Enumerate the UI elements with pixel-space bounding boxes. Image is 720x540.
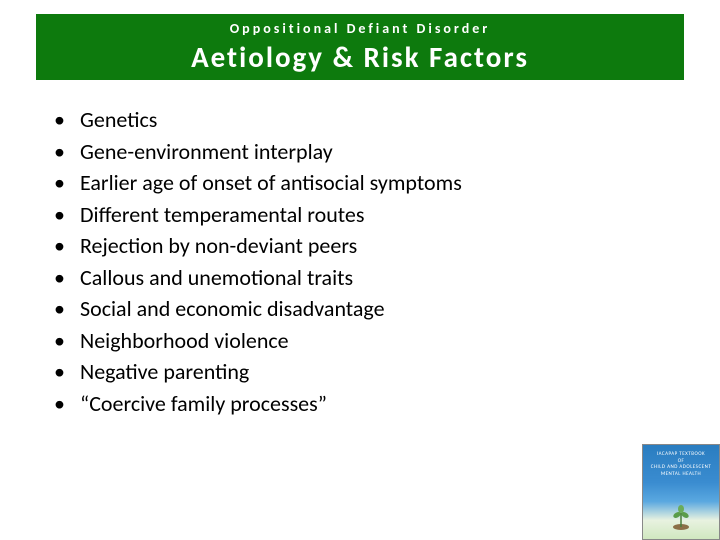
header-banner: Oppositional Defiant Disorder Aetiology … [36,14,684,80]
list-item: • Rejection by non-deviant peers [48,232,672,260]
list-item: • “Coercive family processes” [48,390,672,418]
bullet-text: “Coercive family processes” [80,390,672,418]
bullet-text: Callous and unemotional traits [80,264,672,292]
bullet-text: Neighborhood violence [80,327,672,355]
list-item: • Negative parenting [48,358,672,386]
bullet-icon: • [48,201,80,229]
bullet-icon: • [48,169,80,197]
list-item: • Social and economic disadvantage [48,295,672,323]
header-title: Aetiology & Risk Factors [191,39,529,75]
content-area: • Genetics • Gene-environment interplay … [48,106,672,421]
list-item: • Genetics [48,106,672,134]
corner-text-line: MENTAL HEALTH [661,471,701,478]
bullet-list: • Genetics • Gene-environment interplay … [48,106,672,417]
bullet-icon: • [48,106,80,134]
list-item: • Earlier age of onset of antisocial sym… [48,169,672,197]
bullet-text: Gene-environment interplay [80,138,672,166]
header-subtitle: Oppositional Defiant Disorder [230,20,491,37]
list-item: • Callous and unemotional traits [48,264,672,292]
bullet-text: Different temperamental routes [80,201,672,229]
bullet-icon: • [48,232,80,260]
bullet-text: Genetics [80,106,672,134]
bullet-icon: • [48,358,80,386]
plant-icon [669,501,693,531]
bullet-icon: • [48,390,80,418]
list-item: • Gene-environment interplay [48,138,672,166]
list-item: • Neighborhood violence [48,327,672,355]
bullet-icon: • [48,327,80,355]
bullet-icon: • [48,295,80,323]
bullet-text: Social and economic disadvantage [80,295,672,323]
corner-book-cover: IACAPAP TEXTBOOK OF CHILD AND ADOLESCENT… [642,444,720,540]
bullet-text: Rejection by non-deviant peers [80,232,672,260]
list-item: • Different temperamental routes [48,201,672,229]
bullet-text: Negative parenting [80,358,672,386]
bullet-text: Earlier age of onset of antisocial sympt… [80,169,672,197]
bullet-icon: • [48,264,80,292]
bullet-icon: • [48,138,80,166]
